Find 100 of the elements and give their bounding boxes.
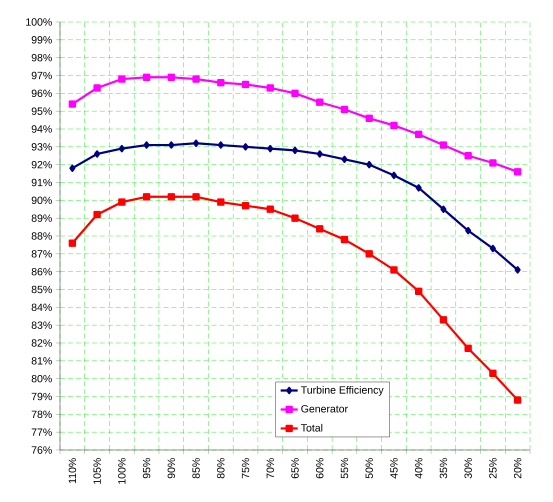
point [242,80,250,88]
point [93,210,101,218]
y-tick-label: 76% [32,446,52,454]
point [415,130,422,138]
y-tick-label: 100% [26,18,52,26]
y-tick-label: 81% [32,357,52,365]
point [490,244,496,252]
x-tick-label: 20% [514,458,522,478]
y-tick-label: 84% [32,304,52,312]
y-tick-label: 92% [32,160,52,168]
x-tick-label: 30% [464,458,472,478]
point [94,150,100,158]
y-tick-label: 87% [32,250,52,258]
x-tick-label: 70% [266,458,274,478]
point [242,143,249,151]
point [291,214,299,222]
point [118,198,126,206]
point [69,164,76,172]
point [440,316,448,324]
point [340,106,348,114]
y-tick-label: 77% [32,428,52,436]
y-tick-label: 90% [32,196,52,204]
x-tick-label: 85% [192,458,200,478]
y-tick-label: 78% [32,410,52,418]
point [316,150,323,158]
point [192,193,200,200]
point [193,140,200,147]
point [440,141,448,149]
point [242,202,250,210]
legend-label: Generator [301,405,348,413]
x-tick-label: 35% [440,458,448,478]
point [390,122,398,130]
point [366,114,373,122]
y-tick-label: 83% [32,321,52,329]
y-tick-label: 89% [32,214,52,222]
point [366,160,372,168]
point [267,144,274,152]
point [168,74,175,81]
point [142,74,150,81]
y-tick-label: 99% [32,36,52,44]
point [266,84,274,92]
x-tick-label: 105% [93,458,101,484]
x-tick-label: 90% [168,458,176,478]
point [341,156,348,163]
point [217,198,224,206]
x-tick-label: 65% [291,458,299,478]
point [489,370,497,377]
point [514,266,521,274]
x-tick-label: 110% [68,458,76,484]
x-tick-label: 50% [366,458,373,478]
x-tick-label: 100% [118,458,126,484]
point [514,168,522,176]
point [266,206,274,213]
y-tick-label: 82% [32,339,52,347]
point [416,184,422,192]
y-tick-label: 98% [32,54,52,62]
point [464,344,472,352]
point [440,206,446,213]
x-tick-label: 25% [489,458,497,478]
legend-label: Total [301,424,322,432]
point [465,226,472,234]
point [464,152,472,160]
point [292,146,298,154]
point [340,236,348,244]
y-tick-label: 94% [32,125,52,133]
x-tick-label: 95% [142,458,150,478]
x-tick-label: 60% [316,458,324,478]
point [68,239,76,247]
point [144,141,150,149]
point [217,78,224,86]
y-tick-label: 93% [32,143,52,151]
point [366,250,373,258]
y-tick-label: 80% [32,374,52,382]
point [118,144,125,152]
x-tick-label: 75% [242,458,250,478]
point [291,90,299,98]
point [415,288,422,295]
legend-label: Turbine Efficiency [301,386,384,396]
point [489,159,497,167]
x-tick-label: 55% [340,458,348,478]
point [390,172,397,180]
point [142,193,150,200]
y-tick-label: 96% [32,90,52,98]
point [192,75,200,83]
point [514,396,522,404]
x-tick-label: 45% [390,458,398,479]
y-tick-label: 88% [32,232,52,240]
x-tick-label: 40% [414,458,422,479]
point [168,193,175,200]
y-tick-label: 95% [32,107,52,115]
y-tick-label: 86% [32,268,52,276]
point [316,225,324,233]
point [316,98,324,106]
y-tick-label: 97% [32,72,52,80]
y-tick-label: 85% [32,286,52,294]
point [68,100,76,108]
y-tick-label: 79% [32,392,52,400]
point [93,84,101,92]
y-tick-label: 91% [32,178,52,186]
point [168,141,174,149]
